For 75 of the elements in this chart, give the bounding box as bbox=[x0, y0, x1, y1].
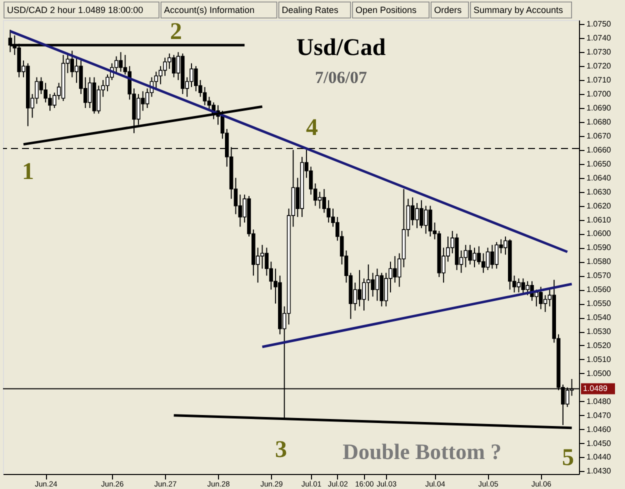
y-tick-label: 1.0530 bbox=[586, 327, 612, 336]
candlestick bbox=[424, 205, 428, 234]
y-tick-label: 1.0710 bbox=[586, 76, 612, 85]
y-tick-label: 1.0670 bbox=[586, 131, 612, 140]
text: Open Positions bbox=[356, 5, 418, 15]
candlestick bbox=[494, 242, 499, 270]
candlestick bbox=[260, 244, 264, 270]
y-tick-label: 1.0740 bbox=[586, 34, 612, 43]
y-tick-label: 1.0520 bbox=[586, 340, 612, 350]
candlestick bbox=[172, 54, 176, 78]
y-tick-label: 1.0560 bbox=[586, 285, 612, 294]
y-tick-label: 1.0720 bbox=[586, 62, 612, 71]
y-tick-label: 1.0650 bbox=[586, 159, 612, 168]
text: 7/06/07 bbox=[315, 68, 368, 87]
y-tick-label: 1.0500 bbox=[586, 368, 612, 378]
y-tick-label: 1.0590 bbox=[586, 243, 612, 252]
y-tick-label: 1.0470 bbox=[586, 410, 612, 420]
candlestick bbox=[370, 272, 375, 298]
y-tick-label: 1.0540 bbox=[586, 313, 612, 322]
candlestick bbox=[322, 188, 326, 214]
y-tick-label: 1.0480 bbox=[586, 396, 612, 406]
y-tick-label: 1.0460 bbox=[586, 424, 612, 434]
annotation: 1 bbox=[22, 159, 34, 185]
annotation: 3 bbox=[275, 437, 287, 463]
candlestick bbox=[521, 278, 526, 294]
y-tick-label: 1.0730 bbox=[586, 48, 612, 57]
y-tick-label: 1.0510 bbox=[586, 354, 612, 364]
candlestick bbox=[318, 191, 322, 210]
text: Orders bbox=[434, 5, 462, 15]
y-tick-label: 1.0690 bbox=[586, 104, 612, 113]
y-tick-label: 1.0580 bbox=[586, 257, 612, 266]
annotation: 4 bbox=[306, 115, 318, 141]
annotation: 5 bbox=[562, 445, 574, 471]
y-tick-label: 1.0450 bbox=[586, 438, 612, 448]
y-tick-label: 1.0600 bbox=[586, 229, 612, 238]
candlestick bbox=[538, 286, 543, 310]
y-tick-label: 1.0630 bbox=[586, 187, 612, 196]
candlestick bbox=[88, 76, 92, 109]
y-tick-label: 1.0750 bbox=[586, 20, 612, 29]
candlestick bbox=[114, 56, 118, 74]
candlestick bbox=[490, 244, 494, 270]
candlestick bbox=[34, 76, 39, 104]
annotation: Double Bottom ? bbox=[342, 439, 502, 464]
text: Account(s) Information bbox=[164, 5, 255, 15]
text: Dealing Rates bbox=[282, 5, 339, 15]
candlestick bbox=[366, 264, 370, 302]
y-tick-label: 1.0430 bbox=[586, 466, 612, 476]
candlestick bbox=[375, 268, 380, 302]
candlestick bbox=[543, 294, 548, 312]
y-tick-label: 1.0440 bbox=[586, 452, 612, 462]
text: USD/CAD 2 hour 1.0489 18:00:00 bbox=[7, 5, 144, 15]
annotation: 2 bbox=[170, 19, 182, 45]
ref-line-label: 1.0489 bbox=[583, 384, 608, 393]
y-tick-label: 1.0640 bbox=[586, 173, 612, 182]
candlestick bbox=[486, 247, 490, 271]
y-tick-label: 1.0660 bbox=[586, 145, 612, 154]
y-tick-label: 1.0550 bbox=[586, 299, 612, 308]
candlestick bbox=[207, 96, 212, 112]
candlestick bbox=[481, 252, 486, 274]
candlestick bbox=[202, 86, 207, 106]
y-tick-label: 1.0610 bbox=[586, 215, 612, 224]
candlestick bbox=[516, 278, 521, 293]
candlestick bbox=[118, 52, 123, 72]
candlestick bbox=[70, 50, 74, 78]
candlestick bbox=[428, 205, 432, 238]
y-tick-label: 1.0620 bbox=[586, 201, 612, 210]
y-tick-label: 1.0680 bbox=[586, 117, 612, 126]
text: Summary by Accounts bbox=[474, 5, 564, 15]
candlestick bbox=[464, 244, 468, 268]
candlestick bbox=[96, 85, 101, 114]
candlestick bbox=[154, 71, 158, 89]
y-tick-label: 1.0570 bbox=[586, 271, 612, 280]
y-tick-label: 1.0700 bbox=[586, 90, 612, 99]
candlestick bbox=[39, 76, 44, 95]
text: Usd/Cad bbox=[296, 35, 386, 61]
